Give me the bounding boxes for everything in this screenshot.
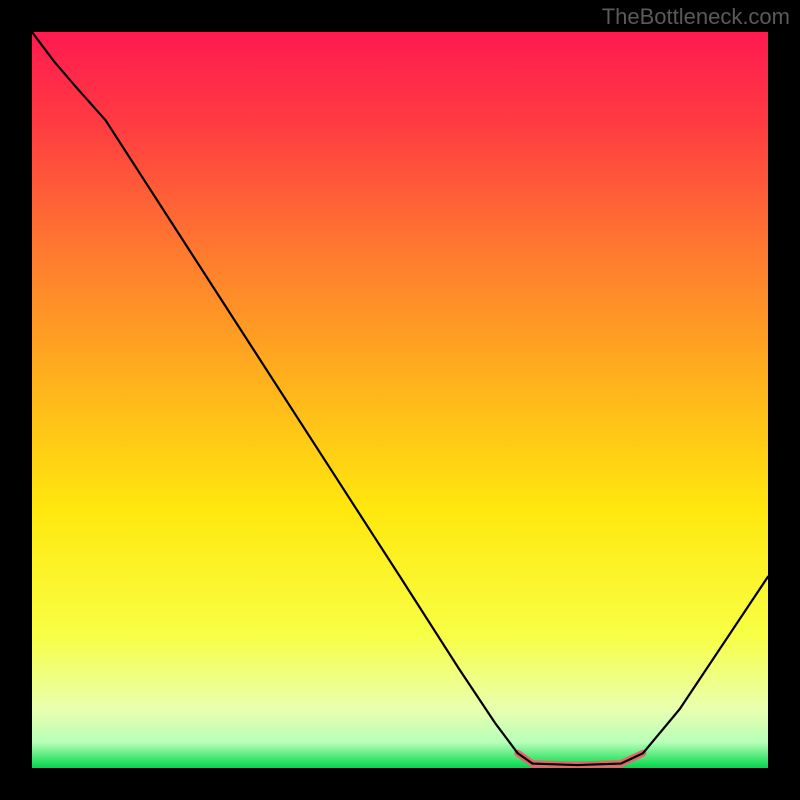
curve-layer (32, 32, 768, 768)
watermark-text: TheBottleneck.com (602, 4, 790, 30)
chart-area (32, 32, 768, 768)
bottleneck-curve (32, 32, 768, 765)
